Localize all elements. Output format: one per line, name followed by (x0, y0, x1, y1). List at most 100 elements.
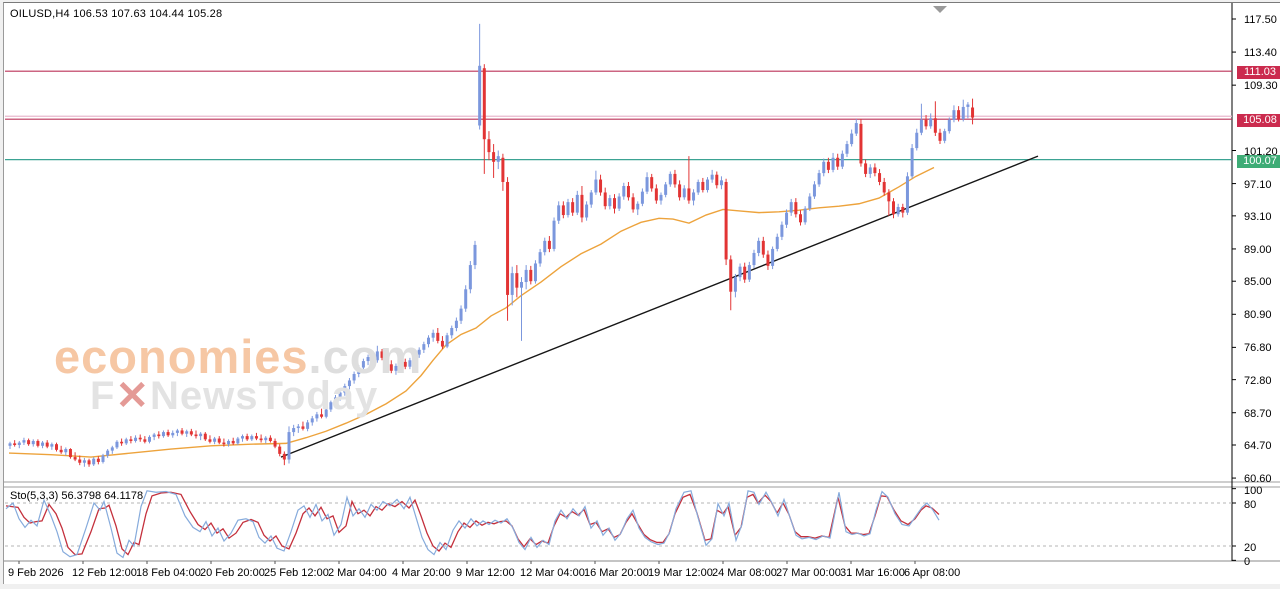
candle (706, 179, 709, 191)
candle (887, 192, 891, 202)
candle (738, 266, 742, 278)
candle (357, 367, 361, 374)
candle (459, 308, 463, 321)
candle (148, 436, 151, 442)
candle (585, 204, 589, 218)
candle (292, 428, 296, 433)
price-tick-label: 76.80 (1244, 342, 1272, 355)
candle (496, 156, 500, 162)
candle (617, 196, 621, 209)
candle (943, 131, 947, 141)
candle (375, 351, 379, 361)
price-badge-100.07[interactable]: 100.07 (1237, 154, 1280, 168)
candle (166, 432, 170, 436)
candle (506, 181, 510, 295)
ascending-trendline[interactable] (280, 155, 1039, 458)
candle (668, 173, 672, 185)
candle (626, 186, 630, 198)
time-tick-label: 12 Mar 04:00 (520, 567, 585, 579)
candle (812, 184, 816, 197)
candle (580, 194, 584, 218)
time-tick-label: 16 Mar 20:00 (584, 567, 649, 579)
candle (924, 119, 928, 127)
candle (389, 364, 393, 371)
stochastic-main-line (5, 490, 940, 559)
price-tick-label: 109.30 (1244, 80, 1278, 93)
candle (385, 357, 389, 365)
candle (282, 453, 286, 460)
candle (13, 443, 17, 445)
candle (241, 436, 244, 439)
time-tick-label: 19 Mar 12:00 (648, 567, 713, 579)
candle (287, 432, 291, 460)
time-tick-label: 12 Feb 12:00 (72, 567, 137, 579)
candle (710, 174, 714, 180)
candle (789, 202, 793, 213)
candle (719, 180, 723, 186)
candle (171, 432, 175, 436)
candle (366, 357, 370, 362)
candle (715, 174, 719, 186)
candle (892, 201, 895, 215)
candle (55, 444, 58, 450)
candle (836, 157, 840, 167)
candle (896, 206, 900, 215)
candle (464, 289, 468, 309)
candle (371, 357, 375, 361)
price-badge-105.08[interactable]: 105.08 (1237, 114, 1280, 128)
candle (106, 450, 110, 456)
candle (310, 418, 314, 423)
price-tick-label: 72.80 (1244, 374, 1272, 387)
time-tick-label: 24 Mar 08:00 (712, 567, 777, 579)
candle (622, 186, 626, 197)
candle (557, 205, 561, 221)
candle (31, 440, 35, 445)
sto-tick-label: 80 (1244, 499, 1257, 511)
candle (785, 212, 789, 225)
candle (334, 397, 337, 403)
candle (45, 442, 49, 447)
candle (822, 161, 826, 174)
time-tick-label: 25 Feb 12:00 (264, 567, 329, 579)
candle (729, 259, 733, 292)
candle (957, 110, 961, 120)
price-tick-label: 64.70 (1244, 439, 1272, 452)
candle (915, 132, 919, 149)
candle (254, 436, 258, 439)
candle (273, 440, 277, 447)
candle (826, 161, 830, 170)
candle (92, 458, 96, 465)
candle (724, 181, 728, 260)
candle (733, 277, 737, 292)
candle (613, 198, 616, 209)
candle (533, 263, 537, 282)
price-badge-111.03[interactable]: 111.03 (1237, 66, 1280, 80)
candle (417, 349, 421, 355)
candle (799, 214, 802, 223)
candle (217, 438, 221, 443)
time-tick-label: 18 Feb 04:00 (136, 567, 201, 579)
candle (654, 188, 658, 201)
candle (794, 202, 798, 215)
candle (487, 139, 491, 153)
candle (50, 444, 54, 447)
candle (552, 220, 556, 249)
candle (199, 433, 203, 437)
price-tick-label: 80.90 (1244, 309, 1272, 322)
candle (8, 443, 12, 446)
time-tick-label: 9 Mar 12:00 (456, 567, 515, 579)
candle (817, 173, 821, 185)
price-tick-label: 68.70 (1244, 407, 1272, 420)
chart-plot-area[interactable]: OILUSD,H4 106.53 107.63 104.44 105.28 St… (3, 2, 1280, 584)
candle (543, 240, 547, 253)
candle (259, 438, 263, 441)
candle (403, 361, 407, 367)
candle (854, 123, 858, 134)
candle (194, 434, 198, 437)
candle (571, 202, 575, 213)
chart-shift-triangle-icon[interactable] (933, 6, 947, 13)
candlestick-chart-canvas[interactable] (4, 3, 1280, 584)
candle (859, 123, 863, 164)
candle (608, 198, 612, 207)
candle (524, 269, 528, 283)
